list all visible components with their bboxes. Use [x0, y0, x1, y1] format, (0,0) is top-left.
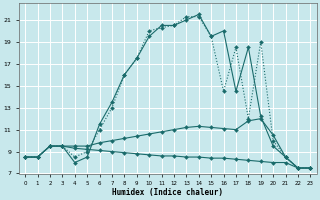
X-axis label: Humidex (Indice chaleur): Humidex (Indice chaleur) [112, 188, 223, 197]
